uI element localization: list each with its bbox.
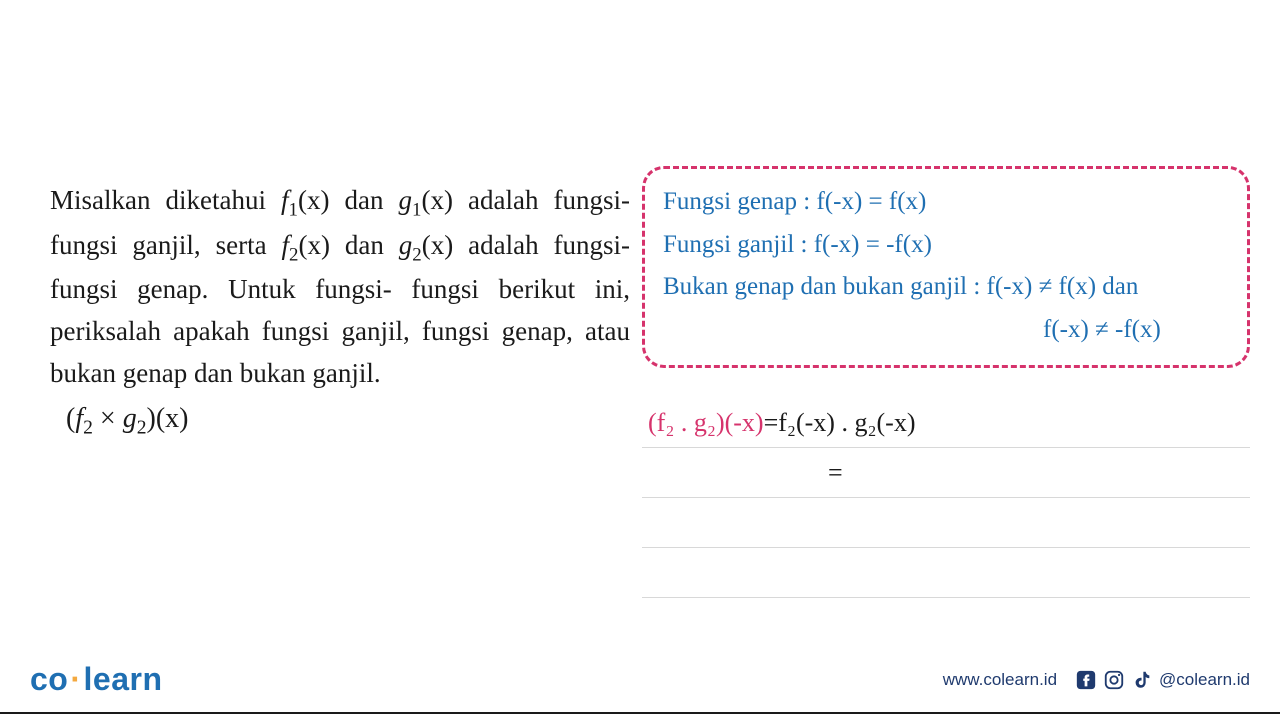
expression: (f2 × g2)(x): [50, 403, 630, 440]
text: dan: [329, 185, 398, 215]
expr-f-sub: 2: [83, 418, 93, 439]
facebook-icon: [1075, 669, 1097, 691]
expr-f: f: [75, 403, 83, 434]
problem-column: Misalkan diketahui f1(x) dan g1(x) adala…: [50, 180, 630, 598]
def-odd: Fungsi ganjil : f(-x) = -f(x): [663, 224, 1229, 267]
work-eq1: =: [764, 408, 779, 438]
expr-times: ×: [93, 403, 123, 434]
logo-learn: learn: [84, 661, 163, 697]
work-lhs: (f₂ . g₂)(-x): [648, 408, 764, 438]
footer-handle: @colearn.id: [1159, 670, 1250, 690]
solution-column: Fungsi genap : f(-x) = f(x) Fungsi ganji…: [630, 180, 1250, 598]
work-row-3: [642, 498, 1250, 548]
f1: f: [281, 185, 289, 215]
g2: g: [399, 230, 413, 260]
text: dan: [330, 230, 399, 260]
work-row-4: [642, 548, 1250, 598]
paren-open: (: [66, 403, 75, 434]
def-neither-2: f(-x) ≠ -f(x): [663, 309, 1229, 352]
logo-dot: ·: [70, 661, 81, 697]
footer-url: www.colearn.id: [943, 670, 1057, 690]
footer-right: www.colearn.id @colearn.id: [943, 669, 1250, 691]
expr-g-sub: 2: [137, 418, 147, 439]
logo: co·learn: [30, 661, 162, 698]
definitions-box: Fungsi genap : f(-x) = f(x) Fungsi ganji…: [642, 166, 1250, 368]
content-area: Misalkan diketahui f1(x) dan g1(x) adala…: [0, 0, 1280, 598]
f2: f: [281, 230, 289, 260]
g2-arg: (x): [422, 230, 453, 260]
paren-close: )(x): [147, 403, 189, 434]
f1-arg: (x): [298, 185, 329, 215]
g1-sub: 1: [412, 199, 421, 220]
work-eq2: =: [648, 458, 843, 488]
g1-arg: (x): [422, 185, 453, 215]
text: bukan ganjil.: [240, 358, 381, 388]
def-neither-1: Bukan genap dan bukan ganjil : f(-x) ≠ f…: [663, 266, 1229, 309]
work-row-2: =: [642, 448, 1250, 498]
logo-co: co: [30, 661, 68, 697]
f2-arg: (x): [298, 230, 329, 260]
text: Misalkan diketahui: [50, 185, 281, 215]
problem-text: Misalkan diketahui f1(x) dan g1(x) adala…: [50, 180, 630, 395]
instagram-icon: [1103, 669, 1125, 691]
f1-sub: 1: [289, 199, 298, 220]
tiktok-icon: [1131, 669, 1153, 691]
text: adalah: [453, 185, 539, 215]
def-even: Fungsi genap : f(-x) = f(x): [663, 181, 1229, 224]
work-area: (f₂ . g₂)(-x) = f₂(-x) . g₂(-x) =: [642, 398, 1250, 598]
expr-g: g: [123, 403, 137, 434]
footer: co·learn www.colearn.id @colearn.id: [0, 661, 1280, 698]
g1: g: [399, 185, 413, 215]
bottom-rule: [0, 712, 1280, 714]
work-rhs1: f₂(-x) . g₂(-x): [778, 408, 915, 438]
social-icons: @colearn.id: [1075, 669, 1250, 691]
work-row-1: (f₂ . g₂)(-x) = f₂(-x) . g₂(-x): [642, 398, 1250, 448]
g2-sub: 2: [412, 244, 421, 265]
